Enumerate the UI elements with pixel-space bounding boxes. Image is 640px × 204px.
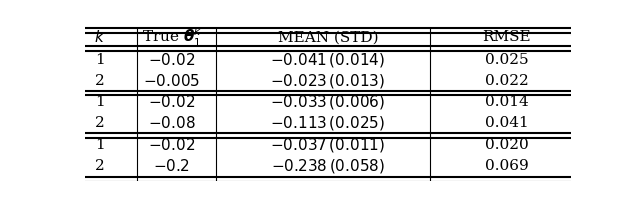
Text: 2: 2 xyxy=(95,158,105,172)
Text: $-0.023\,(0.013)$: $-0.023\,(0.013)$ xyxy=(271,72,385,89)
Text: True $\boldsymbol{\theta}_1^k$: True $\boldsymbol{\theta}_1^k$ xyxy=(141,26,202,49)
Text: 2: 2 xyxy=(95,73,105,88)
Text: $-0.033\,(0.006)$: $-0.033\,(0.006)$ xyxy=(271,93,385,111)
Text: $-0.02$: $-0.02$ xyxy=(148,51,195,67)
Text: 0.022: 0.022 xyxy=(484,73,529,88)
Text: 0.014: 0.014 xyxy=(484,95,529,109)
Text: $-0.02$: $-0.02$ xyxy=(148,136,195,152)
Text: 1: 1 xyxy=(95,52,105,66)
Text: $-0.08$: $-0.08$ xyxy=(148,115,196,131)
Text: $k$: $k$ xyxy=(94,29,106,45)
Text: 0.069: 0.069 xyxy=(484,158,529,172)
Text: 0.041: 0.041 xyxy=(484,116,529,130)
Text: 0.020: 0.020 xyxy=(484,137,529,151)
Text: $-0.02$: $-0.02$ xyxy=(148,94,195,110)
Text: $-0.238\,(0.058)$: $-0.238\,(0.058)$ xyxy=(271,156,385,174)
Text: $-0.037\,(0.011)$: $-0.037\,(0.011)$ xyxy=(271,135,385,153)
Text: $-0.041\,(0.014)$: $-0.041\,(0.014)$ xyxy=(271,50,385,68)
Text: 0.025: 0.025 xyxy=(484,52,529,66)
Text: RMSE: RMSE xyxy=(483,30,531,44)
Text: 1: 1 xyxy=(95,137,105,151)
Text: 1: 1 xyxy=(95,95,105,109)
Text: $-0.113\,(0.025)$: $-0.113\,(0.025)$ xyxy=(271,114,385,132)
Text: $-0.2$: $-0.2$ xyxy=(154,157,190,173)
Text: MEAN (STD): MEAN (STD) xyxy=(278,30,378,44)
Text: $-0.005$: $-0.005$ xyxy=(143,72,200,89)
Text: 2: 2 xyxy=(95,116,105,130)
